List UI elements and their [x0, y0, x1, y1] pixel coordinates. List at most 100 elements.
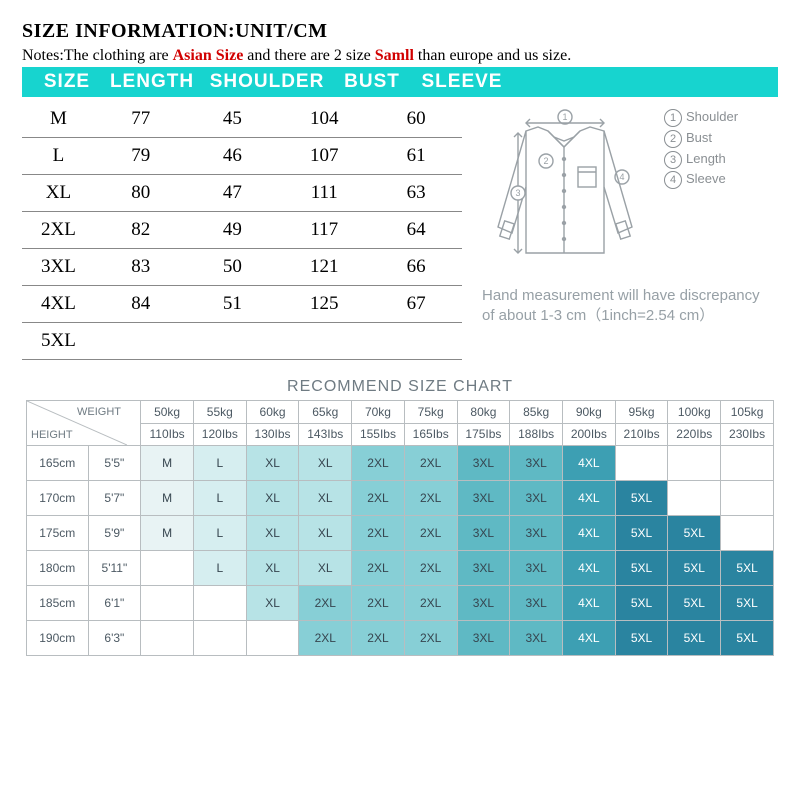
- size-cell: 2XL: [22, 212, 95, 249]
- recommend-size-cell: 3XL: [457, 586, 510, 621]
- weight-kg-header: 90kg: [562, 401, 615, 424]
- size-cell: XL: [22, 175, 95, 212]
- recommend-size-cell: XL: [299, 481, 352, 516]
- value-cell: [278, 323, 370, 360]
- legend-num-icon: 1: [664, 109, 682, 127]
- recommend-size-cell: 5XL: [668, 551, 721, 586]
- weight-kg-header: 95kg: [615, 401, 668, 424]
- recommend-size-cell: M: [141, 516, 194, 551]
- svg-text:1: 1: [562, 112, 567, 122]
- size-cell: 3XL: [22, 249, 95, 286]
- table-row: 185cm6'1"XL2XL2XL2XL3XL3XL4XL5XL5XL5XL: [27, 586, 774, 621]
- height-cm-cell: 165cm: [27, 446, 89, 481]
- recommend-size-cell: [141, 621, 194, 656]
- value-cell: 111: [278, 175, 370, 212]
- table-row: M774510460: [22, 101, 462, 138]
- svg-text:3: 3: [515, 188, 520, 198]
- weight-kg-header: 80kg: [457, 401, 510, 424]
- weight-lbs-header: 175Ibs: [457, 423, 510, 446]
- recommend-size-cell: [246, 621, 299, 656]
- recommend-size-cell: 3XL: [510, 621, 563, 656]
- recommend-size-cell: 2XL: [404, 586, 457, 621]
- legend-label: Sleeve: [686, 171, 726, 186]
- notes-red-small: Samll: [375, 47, 414, 64]
- height-cm-cell: 170cm: [27, 481, 89, 516]
- recommend-size-cell: [141, 586, 194, 621]
- weight-lbs-header: 120Ibs: [193, 423, 246, 446]
- recommend-size-cell: [615, 446, 668, 481]
- recommend-size-cell: 4XL: [562, 481, 615, 516]
- value-cell: 45: [187, 101, 279, 138]
- height-ft-cell: 5'7": [88, 481, 141, 516]
- notes-line: Notes:The clothing are Asian Size and th…: [22, 47, 778, 65]
- recommend-size-cell: 2XL: [352, 516, 405, 551]
- recommend-size-cell: 3XL: [457, 621, 510, 656]
- value-cell: 125: [278, 286, 370, 323]
- value-cell: 67: [370, 286, 462, 323]
- value-cell: 107: [278, 138, 370, 175]
- recommend-size-cell: 2XL: [299, 586, 352, 621]
- height-label: HEIGHT: [31, 429, 73, 441]
- recommend-size-cell: 4XL: [562, 551, 615, 586]
- recommend-size-cell: L: [193, 516, 246, 551]
- value-cell: 63: [370, 175, 462, 212]
- legend-num-icon: 2: [664, 130, 682, 148]
- svg-text:2: 2: [543, 156, 548, 166]
- recommend-size-cell: [193, 586, 246, 621]
- recommend-size-cell: [193, 621, 246, 656]
- notes-prefix: Notes:The clothing are: [22, 47, 173, 64]
- recommend-size-cell: 2XL: [352, 551, 405, 586]
- value-cell: 77: [95, 101, 187, 138]
- value-cell: 47: [187, 175, 279, 212]
- notes-mid: and there are 2 size: [243, 47, 374, 64]
- weight-lbs-header: 130Ibs: [246, 423, 299, 446]
- height-ft-cell: 6'3": [88, 621, 141, 656]
- recommend-size-cell: 4XL: [562, 621, 615, 656]
- height-ft-cell: 6'1": [88, 586, 141, 621]
- recommend-size-cell: 5XL: [615, 621, 668, 656]
- weight-lbs-header: 220Ibs: [668, 423, 721, 446]
- table-row: 180cm5'11"LXLXL2XL2XL3XL3XL4XL5XL5XL5XL: [27, 551, 774, 586]
- value-cell: 83: [95, 249, 187, 286]
- weight-lbs-header: 188Ibs: [510, 423, 563, 446]
- height-ft-cell: 5'5": [88, 446, 141, 481]
- recommend-size-cell: 5XL: [615, 586, 668, 621]
- value-cell: [187, 323, 279, 360]
- legend-label: Bust: [686, 130, 712, 145]
- weight-lbs-header: 200Ibs: [562, 423, 615, 446]
- weight-kg-header: 75kg: [404, 401, 457, 424]
- recommend-size-chart: WEIGHTHEIGHT50kg55kg60kg65kg70kg75kg80kg…: [26, 400, 774, 656]
- weight-label: WEIGHT: [77, 406, 121, 418]
- recommend-size-cell: XL: [246, 516, 299, 551]
- legend-item: 4Sleeve: [664, 169, 738, 190]
- page-title: SIZE INFORMATION:UNIT/CM: [22, 20, 778, 43]
- size-cell: 4XL: [22, 286, 95, 323]
- table-row: 175cm5'9"MLXLXL2XL2XL3XL3XL4XL5XL5XL: [27, 516, 774, 551]
- value-cell: 84: [95, 286, 187, 323]
- height-cm-cell: 175cm: [27, 516, 89, 551]
- header-size: SIZE: [28, 71, 102, 93]
- recommend-size-cell: 3XL: [510, 586, 563, 621]
- recommend-size-cell: M: [141, 446, 194, 481]
- recommend-size-cell: 3XL: [510, 446, 563, 481]
- recommend-size-cell: 2XL: [299, 621, 352, 656]
- value-cell: 104: [278, 101, 370, 138]
- value-cell: 50: [187, 249, 279, 286]
- value-cell: 82: [95, 212, 187, 249]
- table-row: 3XL835012166: [22, 249, 462, 286]
- table-row: 5XL: [22, 323, 462, 360]
- recommend-size-cell: [668, 481, 721, 516]
- recommend-size-cell: 2XL: [352, 586, 405, 621]
- value-cell: 117: [278, 212, 370, 249]
- recommend-size-cell: [668, 446, 721, 481]
- header-sleeve: SLEEVE: [412, 71, 512, 93]
- recommend-size-cell: XL: [299, 551, 352, 586]
- header-shoulder: SHOULDER: [202, 71, 332, 93]
- value-cell: 79: [95, 138, 187, 175]
- recommend-size-cell: 3XL: [457, 516, 510, 551]
- table-row: 2XL824911764: [22, 212, 462, 249]
- weight-kg-header: 65kg: [299, 401, 352, 424]
- recommend-size-cell: [721, 516, 774, 551]
- recommend-size-cell: 2XL: [404, 481, 457, 516]
- legend-label: Length: [686, 151, 726, 166]
